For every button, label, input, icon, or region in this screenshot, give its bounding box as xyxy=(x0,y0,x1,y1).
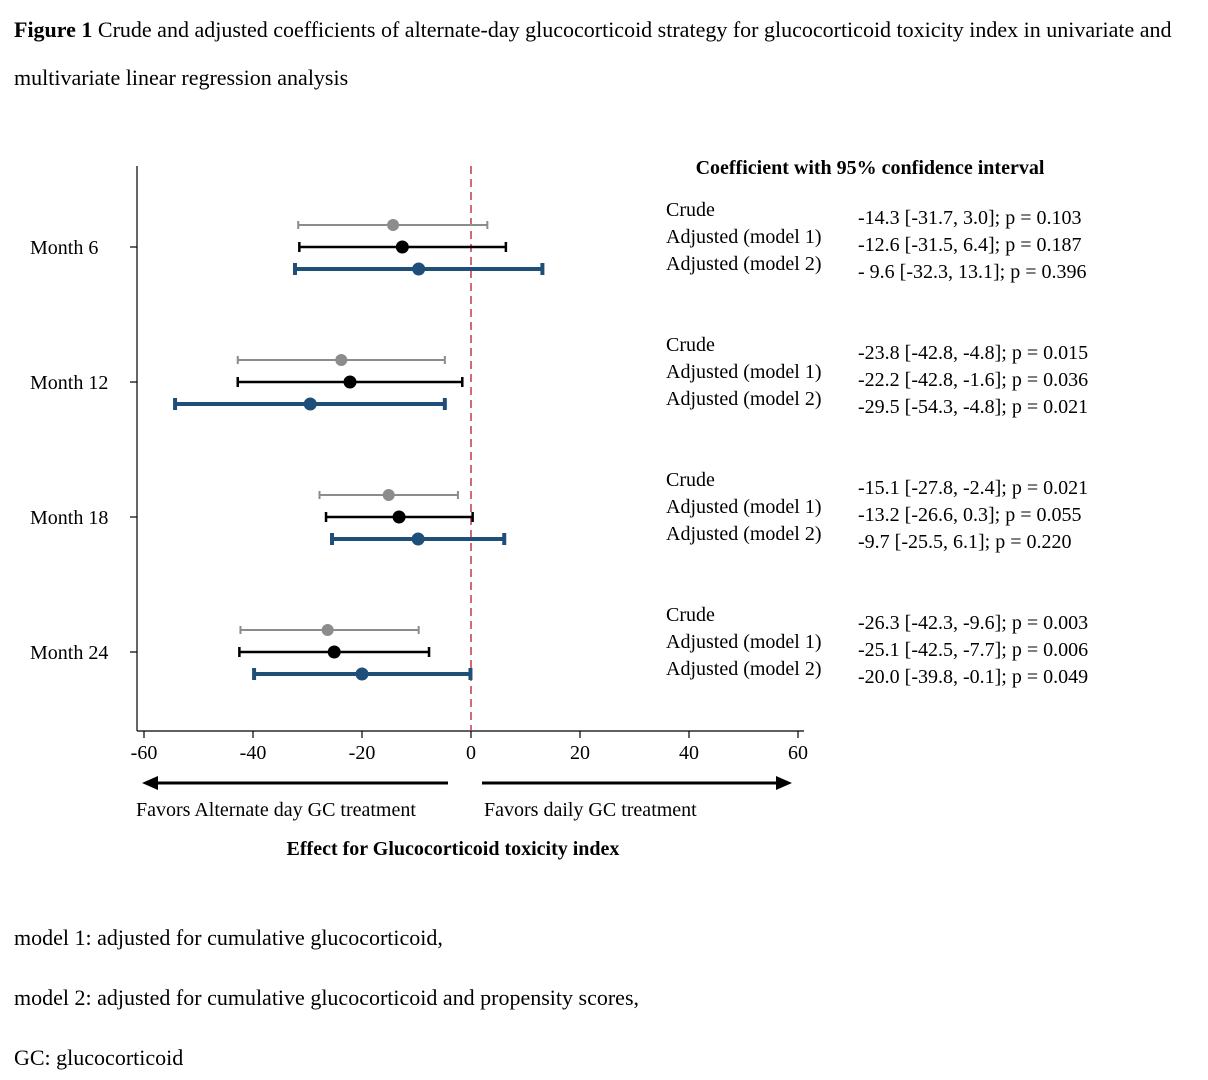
arrow-right-label: Favors daily GC treatment xyxy=(484,799,697,821)
model-label: Crude xyxy=(666,199,715,221)
model-label: Crude xyxy=(666,469,715,491)
arrow-left-head xyxy=(142,776,158,790)
ci-value-text: -20.0 [-39.8, -0.1]; p = 0.049 xyxy=(858,666,1088,688)
ci-value-text: - 9.6 [-32.3, 13.1]; p = 0.396 xyxy=(858,261,1086,283)
ci-value-text: -9.7 [-25.5, 6.1]; p = 0.220 xyxy=(858,531,1071,553)
arrow-left-label: Favors Alternate day GC treatment xyxy=(136,799,416,821)
point-estimate xyxy=(343,375,357,389)
ci-value-text: -22.2 [-42.8, -1.6]; p = 0.036 xyxy=(858,369,1088,391)
figure-caption: Figure 1 Crude and adjusted coefficients… xyxy=(14,6,1204,102)
ci-header: Coefficient with 95% confidence interval xyxy=(696,157,1045,179)
model-label: Adjusted (model 1) xyxy=(666,361,822,383)
ci-value-text: -12.6 [-31.5, 6.4]; p = 0.187 xyxy=(858,234,1081,256)
y-group-label: Month 12 xyxy=(30,372,108,394)
ci-value-text: -26.3 [-42.3, -9.6]; p = 0.003 xyxy=(858,612,1088,634)
ci-value-text: -25.1 [-42.5, -7.7]; p = 0.006 xyxy=(858,639,1088,661)
ci-value-text: -29.5 [-54.3, -4.8]; p = 0.021 xyxy=(858,396,1088,418)
point-estimate xyxy=(321,624,334,636)
x-tick-label: -60 xyxy=(131,742,158,764)
ci-value-text: -23.8 [-42.8, -4.8]; p = 0.015 xyxy=(858,342,1088,364)
model-label: Adjusted (model 2) xyxy=(666,658,822,680)
model-label: Adjusted (model 2) xyxy=(666,388,822,410)
y-group-label: Month 24 xyxy=(30,642,108,664)
point-estimate xyxy=(303,397,317,411)
x-tick-label: -40 xyxy=(240,742,267,764)
point-estimate xyxy=(411,532,425,546)
x-axis-title: Effect for Glucocorticoid toxicity index xyxy=(287,838,620,860)
ci-value-text: -15.1 [-27.8, -2.4]; p = 0.021 xyxy=(858,477,1088,499)
figure-caption-text: Crude and adjusted coefficients of alter… xyxy=(14,17,1172,90)
model-label: Crude xyxy=(666,334,715,356)
point-estimate xyxy=(382,489,395,501)
x-tick-label: 60 xyxy=(788,742,808,764)
model-label: Crude xyxy=(666,604,715,626)
point-estimate xyxy=(392,510,406,524)
forest-plot: -60 -40 -20 0 20 40 60 Coefficient with 95% con… xyxy=(30,157,1088,860)
figure-label: Figure 1 xyxy=(14,17,93,42)
model-label: Adjusted (model 2) xyxy=(666,523,822,545)
point-estimate xyxy=(327,645,341,659)
note-gc: GC: glucocorticoid xyxy=(14,1045,184,1070)
x-tick-label: 40 xyxy=(679,742,699,764)
x-tick-label: -20 xyxy=(349,742,376,764)
ci-value-text: -13.2 [-26.6, 0.3]; p = 0.055 xyxy=(858,504,1081,526)
x-tick-label: 20 xyxy=(570,742,590,764)
point-estimate xyxy=(335,354,348,366)
point-estimate xyxy=(355,667,369,681)
arrow-right-head xyxy=(776,776,792,790)
note-model-2: model 2: adjusted for cumulative glucoco… xyxy=(14,985,640,1010)
point-estimate xyxy=(395,240,409,254)
model-label: Adjusted (model 1) xyxy=(666,496,822,518)
note-model-1: model 1: adjusted for cumulative glucoco… xyxy=(14,925,443,950)
point-estimate xyxy=(412,262,426,276)
point-estimate xyxy=(387,219,400,231)
y-group-label: Month 6 xyxy=(30,237,98,259)
x-tick-label: 0 xyxy=(466,742,476,764)
ci-value-text: -14.3 [-31.7, 3.0]; p = 0.103 xyxy=(858,207,1081,229)
y-group-label: Month 18 xyxy=(30,507,108,529)
model-label: Adjusted (model 1) xyxy=(666,631,822,653)
model-label: Adjusted (model 1) xyxy=(666,226,822,248)
model-label: Adjusted (model 2) xyxy=(666,253,822,275)
